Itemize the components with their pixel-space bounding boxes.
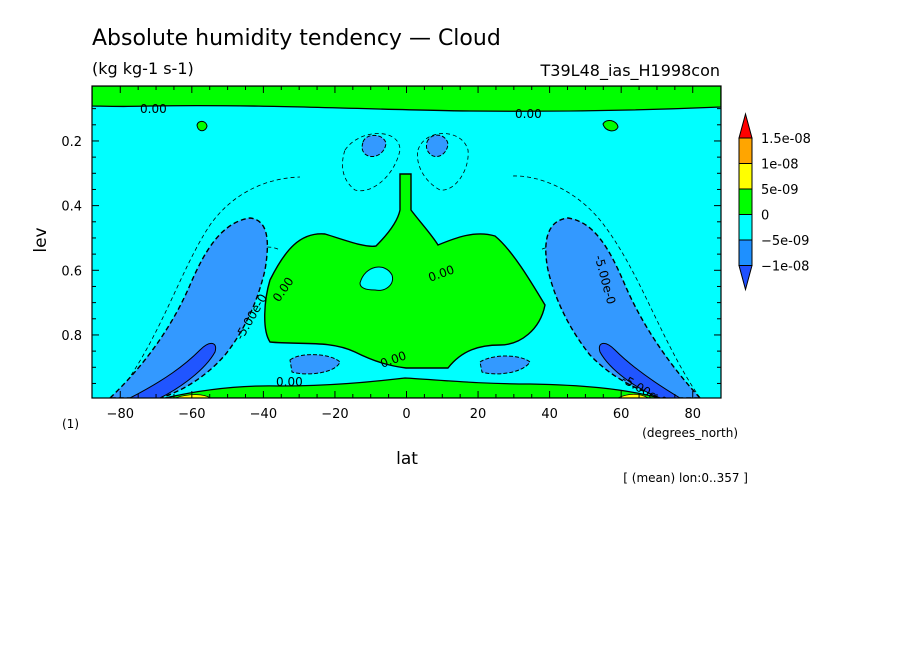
x-tick-label: 20 bbox=[470, 407, 487, 422]
contour-label: 0.00 bbox=[140, 102, 167, 116]
colorbar-segment bbox=[738, 214, 753, 241]
central-notch bbox=[359, 266, 394, 291]
x-axis: −80 −60 −40 −20 0 20 40 60 80 bbox=[107, 86, 701, 422]
top-positive-band bbox=[92, 86, 721, 112]
x-tick-label: 80 bbox=[684, 407, 701, 422]
x-axis-label: lat bbox=[396, 449, 418, 469]
experiment-label: T39L48_ias_H1998con bbox=[540, 61, 720, 81]
colorbar-label: 1.5e-08 bbox=[761, 132, 811, 147]
colorbar-segment bbox=[738, 137, 753, 164]
y-tick-label: 0.6 bbox=[61, 264, 82, 279]
y-axis-units: (1) bbox=[62, 417, 79, 431]
colorbar-segment bbox=[738, 163, 753, 190]
contour-field: 0.00 0.00 0.00 0.00 0.00 0.00 -5.00e-0 -… bbox=[92, 86, 721, 398]
small-positive-patch-south bbox=[196, 120, 208, 132]
negative-lobe-north bbox=[545, 217, 701, 398]
strong-negative-core-south bbox=[129, 343, 217, 398]
y-axis-label: lev bbox=[31, 227, 51, 252]
strong-negative-core-north bbox=[598, 343, 681, 398]
small-positive-patch-north bbox=[602, 119, 619, 132]
y-tick-label: 0.8 bbox=[61, 329, 82, 344]
mean-note: [ (mean) lon:0..357 ] bbox=[623, 471, 748, 485]
colorbar-top-arrow bbox=[738, 112, 753, 139]
x-tick-label: 0 bbox=[402, 407, 410, 422]
outer-dashed-contour-south bbox=[114, 176, 301, 398]
surface-positive-band bbox=[164, 377, 661, 398]
x-tick-label: −20 bbox=[321, 407, 348, 422]
colorbar-label: 0 bbox=[761, 209, 769, 224]
y-tick-label: 0.2 bbox=[61, 135, 82, 150]
outer-dashed-contour-north bbox=[511, 175, 701, 398]
x-tick-label: −40 bbox=[250, 407, 277, 422]
upper-negative-patch-north bbox=[425, 134, 449, 158]
contour-label: 0.00 bbox=[515, 107, 542, 121]
x-tick-label: −80 bbox=[107, 407, 134, 422]
colorbar-label: −5e-09 bbox=[761, 234, 809, 249]
colorbar-segment bbox=[738, 239, 753, 266]
x-tick-label: 40 bbox=[541, 407, 558, 422]
y-tick-label: 0.4 bbox=[61, 200, 82, 215]
colorbar-bottom-arrow bbox=[738, 265, 753, 292]
upper-dashed-contour-north bbox=[417, 133, 469, 191]
colorbar-segment bbox=[738, 188, 753, 215]
contour-label: 0.00 bbox=[276, 375, 303, 389]
negative-lobe-south bbox=[108, 217, 269, 398]
x-axis-units: (degrees_north) bbox=[642, 426, 738, 440]
low-negative-patch-south bbox=[289, 354, 341, 375]
colorbar-label: −1e-08 bbox=[761, 260, 809, 275]
upper-dashed-contour-south bbox=[342, 133, 401, 192]
x-tick-label: −60 bbox=[178, 407, 205, 422]
chart-units: (kg kg-1 s-1) bbox=[92, 59, 194, 78]
colorbar-label: 5e-09 bbox=[761, 183, 799, 198]
y-axis: 0.2 0.4 0.6 0.8 bbox=[61, 108, 721, 384]
chart-title: Absolute humidity tendency — Cloud bbox=[92, 26, 501, 51]
colorbar: 1.5e-08 1e-08 5e-09 0 −5e-09 −1e-08 bbox=[738, 112, 811, 292]
colorbar-label: 1e-08 bbox=[761, 158, 799, 173]
upper-negative-patch-south bbox=[361, 134, 387, 157]
x-tick-label: 60 bbox=[613, 407, 630, 422]
central-positive-region bbox=[264, 173, 546, 369]
low-negative-patch-north bbox=[479, 355, 531, 375]
